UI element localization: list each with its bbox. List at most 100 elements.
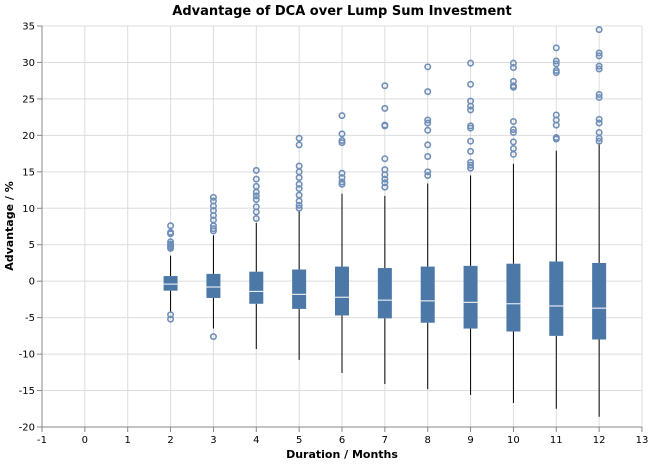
outlier-point — [209, 227, 217, 235]
outlier-layer — [167, 26, 603, 341]
y-tick-label: -20 — [19, 423, 35, 434]
outlier-point — [595, 49, 603, 57]
outlier-point — [595, 134, 603, 142]
y-axis: -20 -15 -10 -5 0 5 10 15 20 25 30 35 — [19, 22, 43, 434]
outlier-point — [381, 155, 389, 163]
outlier-point — [595, 137, 603, 145]
outlier-point — [552, 57, 560, 65]
outlier-point — [467, 161, 475, 169]
outlier-point — [467, 106, 475, 114]
outlier-point — [509, 64, 517, 72]
outlier-point — [209, 193, 217, 201]
box — [163, 276, 178, 291]
outlier-point — [595, 26, 603, 34]
outlier-point — [467, 102, 475, 110]
x-tick-label: 5 — [296, 435, 302, 446]
outlier-point — [424, 153, 432, 161]
outlier-point — [509, 138, 517, 146]
x-tick-label: 6 — [339, 435, 345, 446]
outlier-point — [595, 52, 603, 60]
outlier-point — [381, 82, 389, 90]
x-tick-label: -1 — [37, 435, 47, 446]
box — [592, 262, 607, 340]
outlier-point — [467, 137, 475, 145]
outlier-point — [595, 91, 603, 99]
outlier-point — [167, 230, 175, 238]
outlier-point — [552, 60, 560, 68]
outlier-point — [252, 192, 260, 200]
outlier-point — [295, 141, 303, 149]
outlier-point — [252, 214, 260, 222]
outlier-point — [381, 179, 389, 187]
outlier-point — [467, 147, 475, 155]
outlier-point — [424, 141, 432, 149]
outlier-point — [509, 128, 517, 136]
outlier-point — [552, 69, 560, 77]
outlier-point — [424, 63, 432, 71]
outlier-point — [252, 166, 260, 174]
outlier-point — [381, 122, 389, 130]
x-tick-label: 9 — [467, 435, 473, 446]
x-tick-label: 12 — [593, 435, 606, 446]
box — [335, 266, 349, 316]
outlier-point — [338, 180, 346, 188]
outlier-point — [338, 139, 346, 147]
outlier-point — [295, 174, 303, 182]
outlier-point — [252, 188, 260, 196]
outlier-point — [509, 59, 517, 67]
x-axis-title: Duration / Months — [286, 448, 398, 461]
outlier-point — [424, 88, 432, 96]
x-tick-label: 0 — [82, 435, 88, 446]
x-tick-label: 3 — [210, 435, 216, 446]
box — [549, 261, 564, 336]
outlier-point — [595, 115, 603, 123]
outlier-point — [338, 174, 346, 182]
outlier-point — [552, 44, 560, 52]
box — [377, 268, 392, 319]
x-tick-label: 7 — [382, 435, 388, 446]
outlier-point — [552, 135, 560, 143]
outlier-point — [338, 169, 346, 177]
y-tick-label: 20 — [22, 131, 35, 142]
x-tick-label: 11 — [550, 435, 563, 446]
outlier-point — [167, 244, 175, 252]
outlier-point — [424, 168, 432, 176]
x-tick-label: 8 — [425, 435, 431, 446]
outlier-point — [424, 119, 432, 127]
outlier-point — [338, 112, 346, 120]
outlier-point — [424, 171, 432, 179]
outlier-point — [295, 185, 303, 193]
x-tick-label: 10 — [507, 435, 520, 446]
box — [249, 271, 264, 304]
x-tick-label: 13 — [636, 435, 648, 446]
outlier-point — [209, 333, 217, 341]
outlier-point — [295, 180, 303, 188]
outlier-point — [424, 116, 432, 124]
outlier-point — [467, 164, 475, 172]
outlier-point — [509, 118, 517, 126]
outlier-point — [167, 222, 175, 230]
outlier-point — [467, 80, 475, 88]
box — [292, 269, 307, 309]
outlier-point — [252, 196, 260, 204]
outlier-point — [295, 197, 303, 205]
outlier-point — [209, 202, 217, 210]
outlier-point — [595, 93, 603, 101]
outlier-point — [552, 121, 560, 129]
outlier-point — [295, 134, 303, 142]
box — [420, 266, 435, 323]
outlier-point — [509, 126, 517, 134]
y-tick-label: 5 — [29, 240, 35, 251]
outlier-point — [295, 201, 303, 209]
outlier-point — [252, 175, 260, 183]
outlier-point — [381, 171, 389, 179]
y-tick-label: 25 — [22, 94, 35, 105]
outlier-point — [252, 208, 260, 216]
y-axis-title: Advantage / % — [3, 181, 16, 271]
outlier-point — [467, 59, 475, 67]
x-tick-label: 1 — [125, 435, 131, 446]
outlier-point — [509, 150, 517, 158]
outlier-point — [595, 119, 603, 127]
y-tick-label: 0 — [29, 277, 35, 288]
